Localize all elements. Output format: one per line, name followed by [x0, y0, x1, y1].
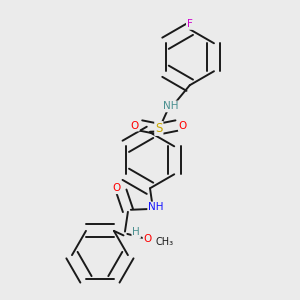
Text: O: O: [112, 183, 120, 193]
Text: O: O: [143, 234, 152, 244]
Text: H: H: [132, 227, 140, 237]
Text: S: S: [155, 122, 163, 135]
Text: O: O: [179, 121, 187, 130]
Text: CH₃: CH₃: [155, 237, 173, 247]
Text: O: O: [130, 121, 139, 130]
Text: NH: NH: [163, 101, 178, 111]
Text: NH: NH: [148, 202, 164, 212]
Text: F: F: [187, 19, 193, 29]
